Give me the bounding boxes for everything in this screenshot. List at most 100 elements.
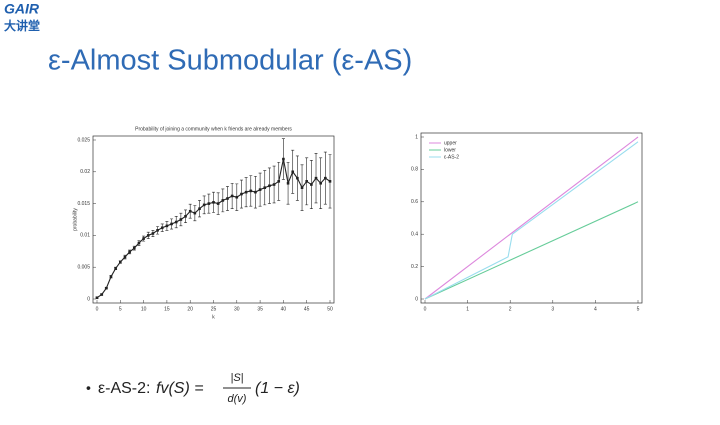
- x-tick-label: 25: [211, 306, 217, 312]
- point: [151, 232, 155, 235]
- point: [95, 296, 99, 300]
- x-tick-label: 5: [637, 306, 640, 312]
- point: [114, 267, 117, 270]
- point: [174, 220, 178, 224]
- point: [226, 197, 229, 200]
- point: [296, 176, 299, 180]
- y-tick-label: 0.005: [77, 265, 90, 271]
- point: [212, 201, 215, 204]
- point: [109, 275, 113, 279]
- x-tick-label: 50: [327, 306, 333, 312]
- point: [100, 293, 103, 296]
- point: [254, 190, 257, 194]
- point: [216, 202, 220, 205]
- x-tick-label: 45: [304, 306, 310, 312]
- point: [160, 226, 164, 230]
- x-tick-label: 15: [164, 306, 170, 312]
- point: [328, 180, 332, 183]
- y-tick-label: 0.6: [411, 199, 418, 205]
- bullet-dot: •: [86, 380, 91, 396]
- point: [277, 180, 281, 183]
- point: [188, 209, 192, 213]
- x-tick-label: 10: [141, 306, 147, 312]
- y-tick-label: 0.015: [77, 201, 90, 207]
- y-tick-label: 0: [415, 296, 418, 302]
- point: [132, 246, 136, 250]
- point: [207, 202, 211, 205]
- point: [202, 203, 206, 207]
- y-tick-label: 0.8: [411, 167, 418, 173]
- x-tick-label: 40: [281, 306, 287, 312]
- x-tick-label: 30: [234, 306, 240, 312]
- x-tick-label: 35: [257, 306, 263, 312]
- series-line: [424, 141, 639, 300]
- legend-label: upper: [444, 140, 457, 146]
- point: [305, 180, 308, 183]
- bullet-label: ε-AS-2:: [98, 380, 150, 397]
- y-tick-label: 0.02: [80, 169, 90, 175]
- point: [258, 188, 262, 191]
- point: [128, 250, 131, 254]
- chart-title: Probability of joining a community when …: [135, 126, 292, 132]
- y-tick-label: 0.2: [411, 264, 418, 270]
- x-axis-label: k: [212, 314, 215, 320]
- point: [324, 176, 327, 180]
- fraction-denominator: d(v): [228, 393, 247, 405]
- x-tick-label: 3: [551, 306, 554, 312]
- point: [263, 186, 267, 189]
- x-tick-label: 1: [466, 306, 469, 312]
- point: [105, 286, 108, 290]
- point: [244, 190, 248, 194]
- point: [291, 170, 295, 174]
- y-tick-label: 0.4: [411, 232, 418, 238]
- point: [142, 237, 145, 240]
- x-tick-label: 0: [424, 306, 427, 312]
- point: [193, 211, 197, 215]
- point: [282, 157, 285, 161]
- x-tick-label: 0: [96, 306, 99, 312]
- point: [240, 192, 243, 196]
- point: [156, 229, 159, 232]
- x-tick-label: 2: [509, 306, 512, 312]
- point: [249, 189, 253, 193]
- y-tick-label: 0.025: [77, 137, 90, 143]
- series-line: [424, 201, 639, 300]
- series-line: [424, 136, 639, 300]
- point: [170, 222, 173, 226]
- point: [319, 181, 322, 185]
- plot-frame: [420, 132, 643, 304]
- point: [314, 176, 318, 180]
- y-tick-label: 0: [87, 296, 90, 302]
- point: [165, 224, 169, 228]
- legend-label: lower: [444, 147, 456, 153]
- point: [119, 260, 122, 264]
- slide-title: ε-Almost Submodular (ε-AS): [48, 45, 412, 77]
- x-tick-label: 20: [187, 306, 193, 312]
- point: [272, 183, 276, 186]
- point: [235, 195, 239, 199]
- point: [123, 255, 127, 259]
- y-tick-label: 0.01: [80, 233, 90, 239]
- bullet-lhs: fv(S) =: [156, 380, 204, 397]
- point: [230, 194, 234, 198]
- y-tick-label: 1: [415, 134, 418, 140]
- point: [179, 218, 183, 221]
- x-tick-label: 5: [119, 306, 122, 312]
- logo-subtitle: 大讲堂: [4, 18, 40, 33]
- series-line: [96, 158, 331, 299]
- point: [137, 241, 141, 245]
- x-tick-label: 4: [594, 306, 597, 312]
- point: [184, 215, 187, 218]
- point: [286, 181, 290, 185]
- point: [300, 186, 304, 189]
- fraction-numerator: |S|: [230, 372, 243, 384]
- legend-label: ε-AS-2: [444, 154, 459, 160]
- point: [221, 199, 225, 202]
- point: [310, 183, 313, 186]
- y-axis-label: probability: [72, 208, 78, 231]
- bullet-factor: (1 − ε): [255, 380, 300, 397]
- point: [146, 234, 150, 237]
- logo-brand: GAIR: [4, 1, 40, 17]
